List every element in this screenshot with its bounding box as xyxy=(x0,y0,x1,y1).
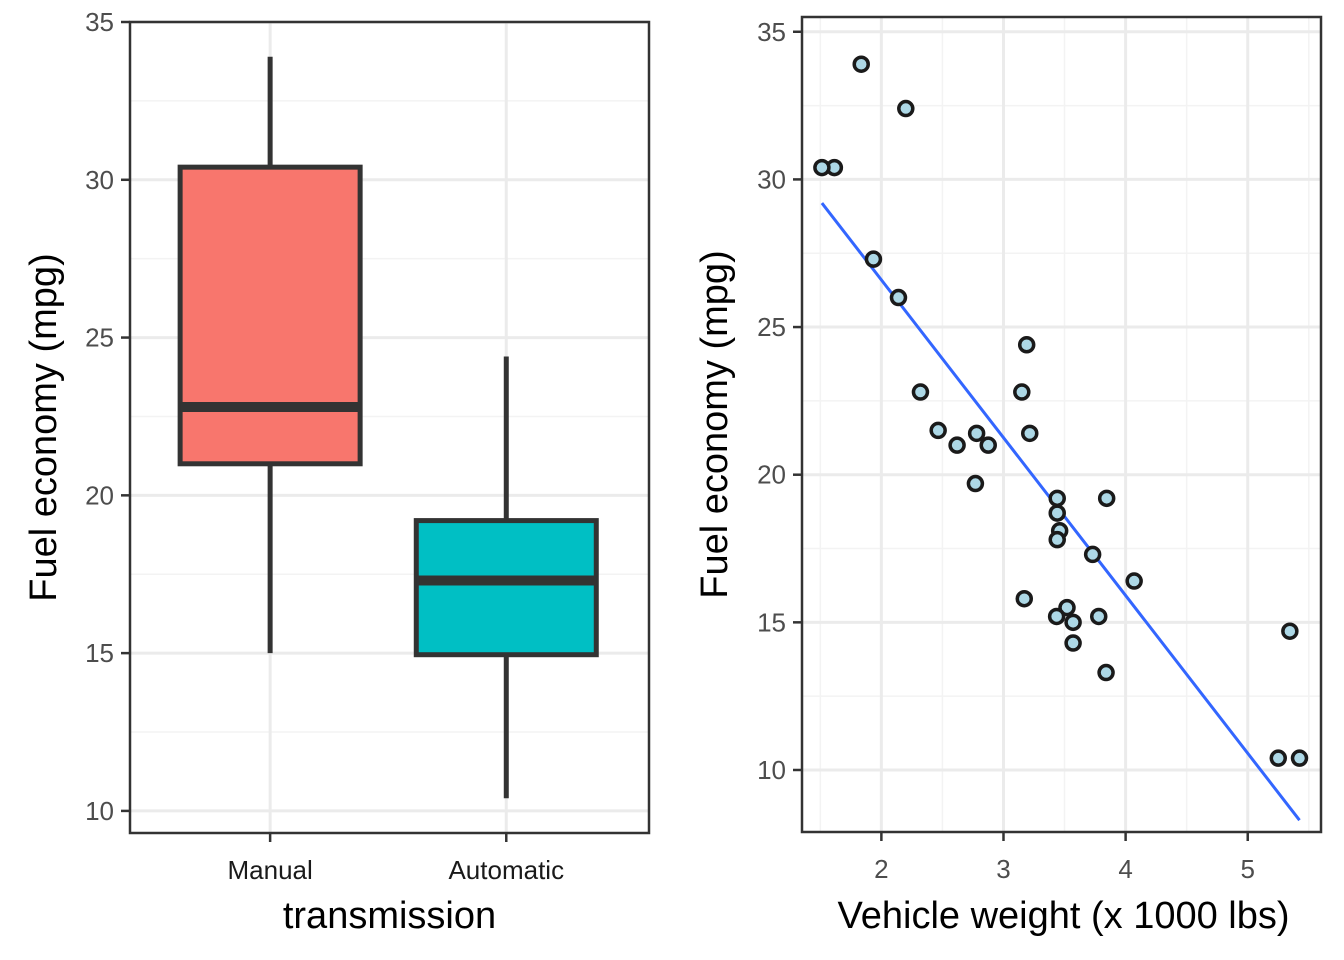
data-point xyxy=(1290,749,1309,767)
data-point xyxy=(1017,336,1036,354)
x-axis-title: Vehicle weight (x 1000 lbs) xyxy=(837,895,1289,937)
y-tick-label: 20 xyxy=(757,460,786,490)
data-point xyxy=(1020,424,1039,443)
y-tick-label: 20 xyxy=(85,480,114,510)
data-point xyxy=(897,99,915,118)
data-point xyxy=(1097,663,1115,682)
y-tick-label: 25 xyxy=(85,323,114,353)
data-point xyxy=(1048,504,1066,522)
y-tick-label: 35 xyxy=(757,17,786,47)
data-point xyxy=(1281,622,1299,640)
data-point xyxy=(889,288,908,307)
x-tick-label: 4 xyxy=(1118,854,1132,884)
y-tick-label: 15 xyxy=(85,638,114,668)
data-point xyxy=(852,55,870,73)
x-axis-title: transmission xyxy=(283,895,496,937)
data-point xyxy=(864,250,883,268)
data-point xyxy=(979,436,997,454)
y-tick-label: 10 xyxy=(757,755,786,785)
panel-border xyxy=(128,20,651,835)
data-point xyxy=(1048,489,1066,508)
box-automatic xyxy=(413,356,599,799)
scatter-panel: 10 15 20 25 30 35 2 3 4 5 Vehicle weight (x 1000 l… xyxy=(694,15,1323,937)
y-tick-label: 25 xyxy=(757,312,786,342)
data-point xyxy=(1013,383,1031,401)
x-tick-label: Manual xyxy=(227,855,312,885)
data-point xyxy=(1048,530,1066,549)
panel-border xyxy=(800,15,1323,834)
x-tick-label: Automatic xyxy=(448,855,564,885)
data-point xyxy=(948,436,966,454)
box-manual xyxy=(177,56,363,654)
data-point xyxy=(1097,489,1116,508)
data-point xyxy=(1089,607,1108,626)
data-point xyxy=(1064,613,1082,632)
data-point xyxy=(929,421,947,440)
data-point xyxy=(1015,589,1034,608)
data-point xyxy=(1064,634,1082,652)
y-tick-label: 30 xyxy=(85,165,114,195)
data-point xyxy=(1269,749,1288,767)
y-tick-label: 10 xyxy=(85,796,114,826)
data-point xyxy=(1125,572,1143,590)
plot-background xyxy=(802,17,1321,832)
data-point xyxy=(966,474,985,493)
data-point xyxy=(1047,607,1066,626)
data-point xyxy=(967,424,986,443)
y-tick-label: 15 xyxy=(757,607,786,637)
y-tick-label: 30 xyxy=(757,164,786,194)
x-tick-label: 2 xyxy=(874,854,888,884)
y-axis-title: Fuel economy (mpg) xyxy=(23,253,65,601)
iqr-box xyxy=(177,164,363,467)
y-tick-label: 35 xyxy=(85,7,114,37)
data-point xyxy=(911,383,930,401)
y-axis-title: Fuel economy (mpg) xyxy=(694,250,736,598)
data-point xyxy=(813,158,831,177)
x-tick-label: 3 xyxy=(996,854,1010,884)
data-point xyxy=(1083,545,1102,564)
iqr-box xyxy=(413,518,599,658)
x-tick-label: 5 xyxy=(1240,854,1254,884)
boxplot-panel: 10 15 20 25 30 35 Manual Automatic transmission F… xyxy=(23,7,651,937)
